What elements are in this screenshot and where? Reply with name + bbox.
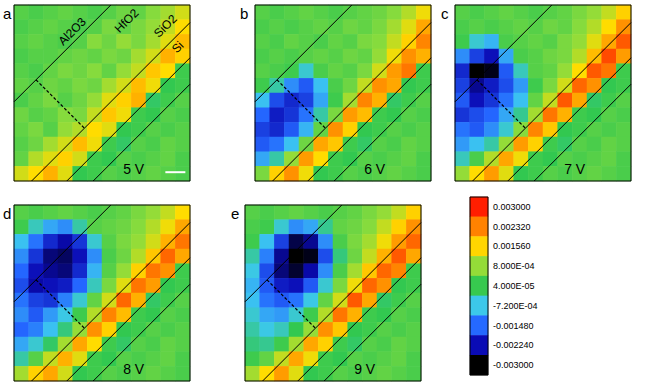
- svg-text:5 V: 5 V: [123, 161, 145, 177]
- svg-text:b: b: [240, 5, 248, 22]
- svg-text:e: e: [231, 205, 239, 222]
- svg-text:-0.001480: -0.001480: [493, 321, 534, 331]
- svg-text:-0.003000: -0.003000: [493, 360, 534, 370]
- svg-text:-0.002240: -0.002240: [493, 340, 534, 350]
- svg-text:8 V: 8 V: [123, 361, 145, 377]
- svg-text:8.000E-04: 8.000E-04: [493, 261, 535, 271]
- svg-text:SiO2: SiO2: [151, 12, 180, 41]
- svg-text:7 V: 7 V: [564, 161, 586, 177]
- svg-text:HfO2: HfO2: [112, 6, 142, 36]
- svg-text:6 V: 6 V: [364, 161, 386, 177]
- svg-text:-7.200E-04: -7.200E-04: [493, 301, 538, 311]
- svg-text:0.003000: 0.003000: [493, 202, 531, 212]
- svg-text:a: a: [3, 5, 12, 22]
- svg-text:4.000E-05: 4.000E-05: [493, 281, 535, 291]
- svg-text:d: d: [3, 205, 11, 222]
- svg-text:c: c: [441, 5, 449, 22]
- svg-text:Si: Si: [169, 39, 186, 56]
- svg-text:0.002320: 0.002320: [493, 222, 531, 232]
- svg-text:Al2O3: Al2O3: [55, 14, 89, 48]
- svg-text:0.001560: 0.001560: [493, 241, 531, 251]
- svg-text:9 V: 9 V: [354, 361, 376, 377]
